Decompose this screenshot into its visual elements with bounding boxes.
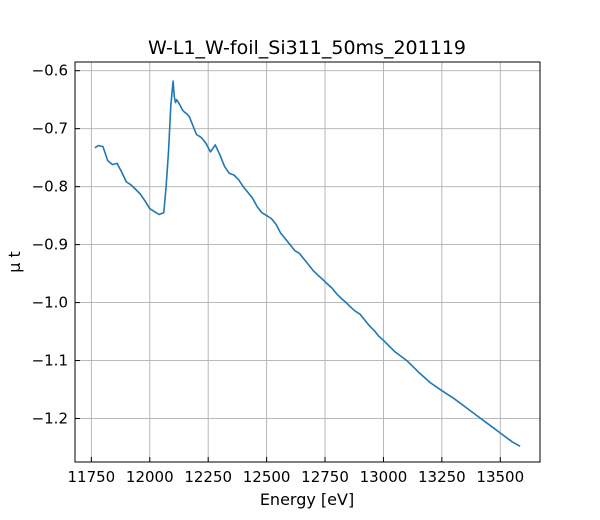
x-tick-label: 12500	[243, 468, 291, 486]
axis-ticks: 11750 12000 12250 12500 12750 13000 13250 13500…	[32, 62, 525, 486]
chart-title: W-L1_W-foil_Si311_50ms_201119	[148, 37, 466, 59]
x-tick-label: 13000	[360, 468, 408, 486]
y-tick-label: −0.8	[32, 178, 68, 196]
series-group	[94, 80, 521, 447]
x-tick-label: 12000	[126, 468, 174, 486]
y-tick-label: −1.0	[32, 294, 68, 312]
x-tick-label: 11750	[67, 468, 115, 486]
x-tick-label: 13500	[476, 468, 524, 486]
y-tick-label: −0.6	[32, 62, 68, 80]
y-tick-label: −0.7	[32, 120, 68, 138]
x-tick-label: 13250	[418, 468, 466, 486]
grid	[75, 62, 540, 462]
x-tick-label: 12750	[301, 468, 349, 486]
plot-area-frame	[74, 61, 541, 463]
y-tick-label: −0.9	[32, 236, 68, 254]
y-axis-title: μ t	[5, 251, 24, 273]
y-tick-label: −1.2	[32, 410, 68, 428]
x-axis-title: Energy [eV]	[260, 490, 354, 509]
y-tick-label: −1.1	[32, 352, 68, 370]
x-tick-label: 12250	[184, 468, 232, 486]
series-line-0	[94, 80, 521, 447]
